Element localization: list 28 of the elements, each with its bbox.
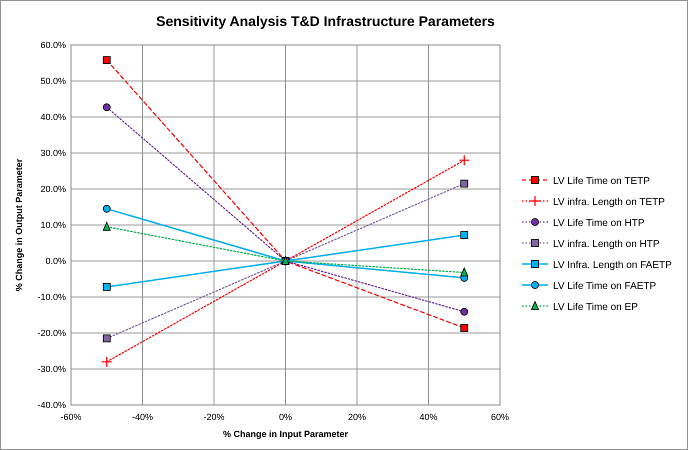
x-tick-label: -20% <box>203 412 225 422</box>
chart-title: Sensitivity Analysis T&D Infrastructure Parameters <box>156 13 496 29</box>
x-tick-label: 60% <box>490 412 510 422</box>
x-tick-label: 0% <box>278 412 292 422</box>
y-tick-label: -20.0% <box>37 328 66 338</box>
x-tick-label: 40% <box>419 412 438 422</box>
y-tick-label: -30.0% <box>37 364 66 374</box>
y-tick-label: 0.0% <box>45 256 66 266</box>
legend-label: LV infra. Length on TETP <box>553 197 666 208</box>
y-tick-label: 60.0% <box>40 40 66 50</box>
legend-label: LV Life Time on TETP <box>553 176 650 187</box>
y-axis-title: % Change in Output Parameter <box>14 158 24 292</box>
legend-label: LV Life Time on EP <box>553 302 638 313</box>
y-tick-label: 30.0% <box>40 148 66 158</box>
x-tick-label: 20% <box>348 412 366 422</box>
y-tick-label: 20.0% <box>40 184 66 194</box>
legend-label: LV Life Time on HTP <box>553 218 645 229</box>
legend-label: LV Life Time on FAETP <box>553 281 657 292</box>
y-tick-label: 50.0% <box>40 76 66 86</box>
legend-label: LV infra. Length on HTP <box>553 239 660 250</box>
y-tick-label: -10.0% <box>37 292 66 302</box>
x-axis-title: % Change in Input Parameter <box>222 429 349 439</box>
y-tick-label: -40.0% <box>37 400 66 410</box>
x-tick-label: -40% <box>132 412 154 422</box>
x-tick-label: -60% <box>60 412 82 422</box>
y-tick-label: 10.0% <box>40 220 66 230</box>
legend-label: LV Infra. Length on FAETP <box>553 260 672 271</box>
y-tick-label: 40.0% <box>40 112 66 122</box>
